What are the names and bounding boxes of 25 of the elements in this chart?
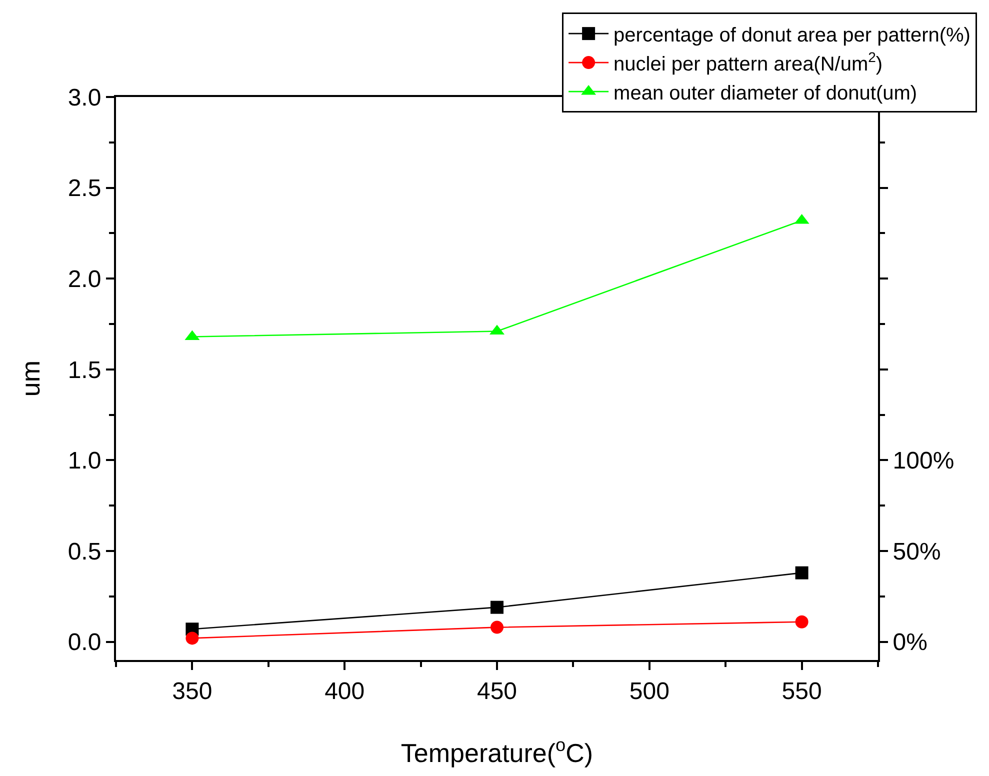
y-tick-label: 0.0 [68, 629, 102, 656]
point [490, 600, 504, 614]
y-tick-label: 2.0 [68, 266, 102, 294]
legend-label: nuclei per pattern area(N/um$^{2}$) [614, 48, 883, 76]
y-tick-label: 1.5 [68, 356, 102, 384]
legend-label: mean outer diameter of donut(um) [614, 82, 918, 104]
y-tick-label: 0.5 [68, 538, 102, 566]
x-tick-label: 350 [172, 678, 212, 705]
legend-label: percentage of donut area per pattern(%) [614, 24, 970, 46]
x-tick-label: 400 [324, 678, 365, 705]
y-tick-label: 3.0 [68, 84, 102, 112]
y-tick-label: 1.0 [68, 448, 102, 475]
y2-tick-label: 100% [892, 448, 954, 475]
point [795, 566, 808, 580]
x-tick-label: 550 [782, 678, 822, 705]
x-tick-label: 450 [476, 678, 518, 705]
y-axis-title: um [16, 360, 46, 397]
point [795, 615, 808, 628]
point [186, 632, 199, 645]
y-tick-label: 2.5 [68, 175, 102, 202]
point [490, 620, 504, 634]
x-axis-title: Temperature($^{o}$C) [400, 735, 594, 768]
x-tick-label: 500 [629, 678, 670, 705]
y2-tick-label: 50% [892, 538, 941, 566]
y2-tick-label: 0% [892, 629, 928, 656]
